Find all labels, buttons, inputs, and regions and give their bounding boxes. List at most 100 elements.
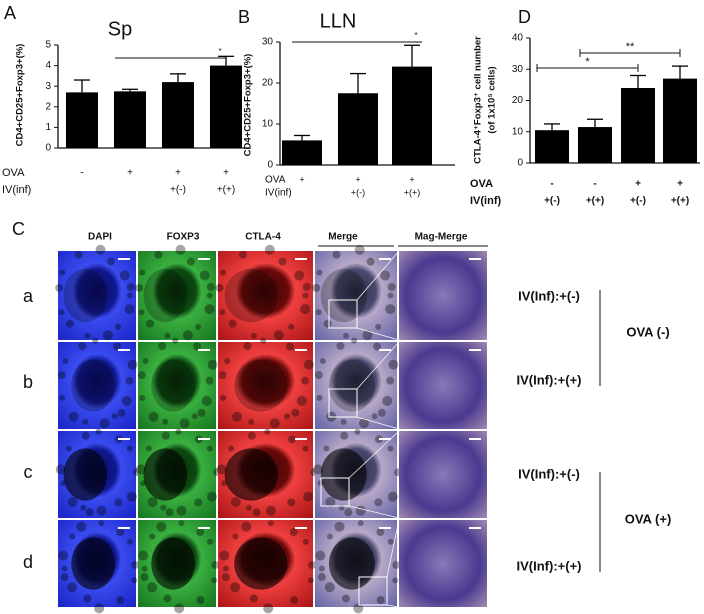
tissue-speck bbox=[219, 550, 230, 561]
airway bbox=[143, 268, 188, 323]
significance-label: * bbox=[585, 56, 590, 68]
tissue-speck bbox=[58, 309, 65, 316]
tissue-speck bbox=[149, 533, 156, 540]
x-row-label: OVA bbox=[470, 178, 493, 190]
bar bbox=[114, 91, 146, 148]
tissue-speck bbox=[371, 413, 378, 420]
tissue-speck bbox=[154, 250, 163, 259]
tissue-speck bbox=[211, 560, 220, 569]
y-tick-label: 30 bbox=[512, 64, 524, 75]
airway bbox=[234, 537, 288, 590]
airway bbox=[224, 448, 278, 501]
tissue-speck bbox=[318, 565, 325, 572]
tissue-speck bbox=[211, 577, 218, 584]
tissue-speck bbox=[302, 538, 309, 545]
x-tick-label: + bbox=[635, 179, 641, 190]
tissue-speck bbox=[316, 269, 323, 276]
tissue-speck bbox=[392, 577, 399, 584]
tissue-speck bbox=[96, 505, 107, 516]
tissue-speck bbox=[59, 269, 66, 276]
tissue-speck bbox=[58, 550, 69, 561]
tissue-speck bbox=[78, 342, 87, 351]
tissue-speck bbox=[186, 257, 195, 266]
bar bbox=[162, 82, 194, 148]
tissue-speck bbox=[165, 508, 174, 517]
tissue-speck bbox=[315, 550, 326, 561]
tissue-speck bbox=[146, 319, 155, 328]
y-tick-label: 20 bbox=[512, 95, 524, 106]
tissue-speck bbox=[260, 337, 267, 344]
tissue-speck bbox=[265, 505, 276, 516]
tissue-speck bbox=[232, 533, 239, 540]
tissue-speck bbox=[147, 496, 158, 507]
x-tick-label: - bbox=[80, 168, 83, 179]
tissue-speck bbox=[83, 594, 92, 603]
tissue-speck bbox=[94, 603, 105, 614]
inset-box bbox=[320, 477, 350, 507]
tissue-speck bbox=[204, 304, 215, 315]
tissue-speck bbox=[135, 464, 146, 475]
tissue-speck bbox=[340, 418, 347, 425]
tissue-speck bbox=[228, 319, 237, 328]
tissue-speck bbox=[387, 445, 394, 452]
airway bbox=[328, 537, 375, 590]
tissue-speck bbox=[317, 573, 326, 582]
group-label: OVA (+) bbox=[625, 511, 672, 526]
significance-label: ** bbox=[626, 41, 635, 53]
tissue-speck bbox=[113, 342, 122, 351]
tissue-speck bbox=[92, 337, 99, 344]
x-tick-label: +(+) bbox=[404, 187, 421, 197]
tissue-speck bbox=[126, 292, 133, 299]
tissue-speck bbox=[176, 505, 187, 516]
tissue-speck bbox=[357, 520, 364, 527]
airway bbox=[63, 268, 108, 323]
panel-label: A bbox=[4, 3, 16, 23]
y-tick-label: 4 bbox=[45, 60, 51, 71]
tissue-speck bbox=[140, 573, 149, 582]
tissue-speck bbox=[67, 496, 78, 507]
tissue-speck bbox=[194, 498, 203, 507]
tissue-speck bbox=[296, 395, 307, 406]
tissue-speck bbox=[380, 270, 391, 281]
tissue-speck bbox=[85, 508, 94, 517]
condition-label: IV(Inf):+(-) bbox=[518, 288, 580, 303]
tissue-speck bbox=[220, 269, 227, 276]
tissue-speck bbox=[314, 371, 323, 380]
y-axis-label: CTLA-4⁺Foxp3⁺ cell number bbox=[473, 36, 484, 164]
zoom-line bbox=[356, 327, 400, 341]
tissue-speck bbox=[195, 323, 202, 330]
tissue-speck bbox=[373, 342, 382, 351]
bar bbox=[66, 92, 98, 148]
tissue-speck bbox=[69, 533, 76, 540]
chart-title: Sp bbox=[108, 18, 132, 40]
airway bbox=[151, 359, 195, 412]
tissue-speck bbox=[220, 394, 227, 401]
tissue-speck bbox=[127, 359, 138, 370]
zoom-line bbox=[356, 250, 400, 301]
tissue-speck bbox=[392, 560, 401, 569]
tissue-speck bbox=[308, 560, 317, 569]
row-label: d bbox=[23, 552, 33, 572]
tissue-speck bbox=[175, 428, 182, 435]
tissue-speck bbox=[207, 359, 218, 370]
row-label: a bbox=[23, 286, 34, 306]
tissue-speck bbox=[99, 418, 110, 429]
tissue-speck bbox=[126, 445, 133, 452]
tissue-speck bbox=[377, 408, 386, 417]
tissue-speck bbox=[125, 376, 134, 385]
tissue-speck bbox=[175, 244, 186, 255]
y-tick-label: 30 bbox=[262, 37, 274, 48]
tissue-speck bbox=[302, 283, 311, 292]
x-tick-label: + bbox=[299, 174, 304, 184]
tissue-speck bbox=[98, 520, 105, 527]
column-header: FOXP3 bbox=[167, 232, 200, 243]
tissue-speck bbox=[174, 603, 185, 614]
micrograph bbox=[58, 251, 136, 340]
y-tick-label: 20 bbox=[262, 78, 274, 89]
airway bbox=[320, 268, 367, 323]
zoom-line bbox=[348, 430, 400, 479]
tissue-speck bbox=[148, 411, 159, 422]
tissue-speck bbox=[158, 342, 167, 351]
tissue-speck bbox=[106, 257, 115, 266]
